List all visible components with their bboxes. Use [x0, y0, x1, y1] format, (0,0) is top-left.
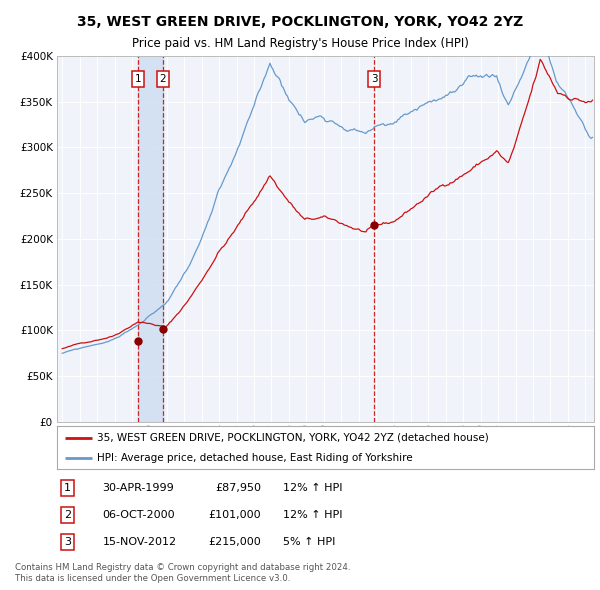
Text: 1: 1 [64, 483, 71, 493]
Text: 2: 2 [64, 510, 71, 520]
Text: 3: 3 [64, 537, 71, 548]
Text: Contains HM Land Registry data © Crown copyright and database right 2024.: Contains HM Land Registry data © Crown c… [15, 563, 350, 572]
Text: Price paid vs. HM Land Registry's House Price Index (HPI): Price paid vs. HM Land Registry's House … [131, 37, 469, 50]
Text: 3: 3 [371, 74, 377, 84]
Text: £101,000: £101,000 [208, 510, 261, 520]
Text: 15-NOV-2012: 15-NOV-2012 [103, 537, 177, 548]
Text: £215,000: £215,000 [208, 537, 261, 548]
Text: 5% ↑ HPI: 5% ↑ HPI [283, 537, 335, 548]
Text: 12% ↑ HPI: 12% ↑ HPI [283, 483, 342, 493]
Text: 06-OCT-2000: 06-OCT-2000 [103, 510, 175, 520]
Text: HPI: Average price, detached house, East Riding of Yorkshire: HPI: Average price, detached house, East… [97, 453, 413, 463]
Text: 35, WEST GREEN DRIVE, POCKLINGTON, YORK, YO42 2YZ: 35, WEST GREEN DRIVE, POCKLINGTON, YORK,… [77, 15, 523, 29]
Bar [138, 56, 163, 422]
Text: 12% ↑ HPI: 12% ↑ HPI [283, 510, 342, 520]
Text: 2: 2 [160, 74, 166, 84]
Text: 35, WEST GREEN DRIVE, POCKLINGTON, YORK, YO42 2YZ (detached house): 35, WEST GREEN DRIVE, POCKLINGTON, YORK,… [97, 432, 489, 442]
Text: 30-APR-1999: 30-APR-1999 [103, 483, 175, 493]
Text: £87,950: £87,950 [215, 483, 261, 493]
Text: 1: 1 [134, 74, 141, 84]
Text: This data is licensed under the Open Government Licence v3.0.: This data is licensed under the Open Gov… [15, 574, 290, 583]
